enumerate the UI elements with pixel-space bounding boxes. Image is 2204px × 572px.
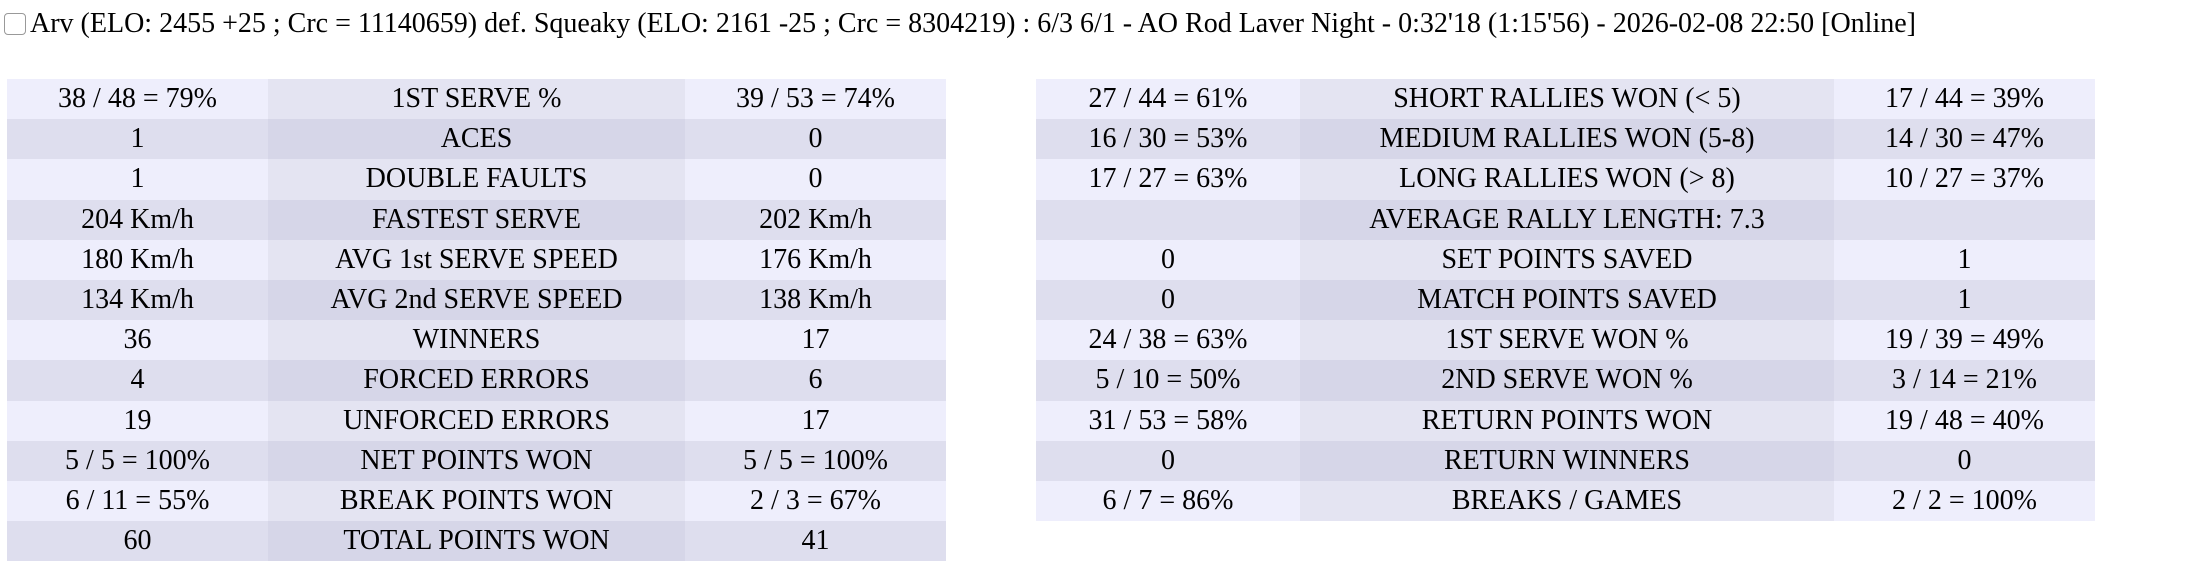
- stat-value: 41: [685, 521, 946, 562]
- stat-label: WINNERS: [268, 320, 685, 361]
- stat-label: FORCED ERRORS: [268, 360, 685, 401]
- stats-row: 36 WINNERS 17: [7, 320, 946, 361]
- stat-value: 2 / 2 = 100%: [1834, 480, 2095, 522]
- stat-value: 1: [1834, 279, 2095, 321]
- stat-value: 27 / 44 = 61%: [1036, 79, 1300, 120]
- stats-row: 6 / 7 = 86% BREAKS / GAMES 2 / 2 = 100%: [1036, 480, 2095, 522]
- stat-label: BREAK POINTS WON: [268, 480, 685, 522]
- stat-value: 17: [685, 320, 946, 361]
- stat-value: 5 / 5 = 100%: [685, 440, 946, 481]
- stats-row: 180 Km/h AVG 1st SERVE SPEED 176 Km/h: [7, 239, 946, 280]
- stat-value: 17 / 27 = 63%: [1036, 159, 1300, 200]
- stat-label: SET POINTS SAVED: [1300, 239, 1834, 280]
- stat-value: 204 Km/h: [7, 199, 268, 240]
- stat-value: 1: [7, 119, 268, 160]
- stat-label: 1ST SERVE WON %: [1300, 320, 1834, 361]
- match-header: Arv (ELO: 2455 +25 ; Crc = 11140659) def…: [4, 8, 1916, 40]
- stat-value: 19: [7, 400, 268, 441]
- stat-value: 31 / 53 = 58%: [1036, 400, 1300, 441]
- stats-row: 6 / 11 = 55% BREAK POINTS WON 2 / 3 = 67%: [7, 480, 946, 522]
- stat-label: LONG RALLIES WON (> 8): [1300, 159, 1834, 200]
- stats-row: 0 MATCH POINTS SAVED 1: [1036, 279, 2095, 321]
- stats-row: 134 Km/h AVG 2nd SERVE SPEED 138 Km/h: [7, 279, 946, 321]
- stat-label: MEDIUM RALLIES WON (5-8): [1300, 119, 1834, 160]
- stats-row: 31 / 53 = 58% RETURN POINTS WON 19 / 48 = …: [1036, 400, 2095, 441]
- stats-row: 16 / 30 = 53% MEDIUM RALLIES WON (5-8) 14 …: [1036, 119, 2095, 160]
- match-title: Arv (ELO: 2455 +25 ; Crc = 11140659) def…: [30, 8, 1916, 39]
- stat-value: 1: [7, 159, 268, 200]
- stat-label: BREAKS / GAMES: [1300, 480, 1834, 522]
- stat-value: 16 / 30 = 53%: [1036, 119, 1300, 160]
- stat-value: 60: [7, 521, 268, 562]
- stat-value: 5 / 5 = 100%: [7, 440, 268, 481]
- stats-table-left: 38 / 48 = 79% 1ST SERVE % 39 / 53 = 74% 1 AC…: [7, 79, 946, 562]
- stat-value: 14 / 30 = 47%: [1834, 119, 2095, 160]
- stats-row: 1 ACES 0: [7, 119, 946, 160]
- stat-label: AVERAGE RALLY LENGTH: 7.3: [1300, 199, 1834, 240]
- stat-value: 17: [685, 400, 946, 441]
- stat-value: 6: [685, 360, 946, 401]
- stat-value: 3 / 14 = 21%: [1834, 360, 2095, 401]
- checkbox[interactable]: [4, 13, 26, 35]
- stat-value: 5 / 10 = 50%: [1036, 360, 1300, 401]
- stat-value: 202 Km/h: [685, 199, 946, 240]
- stat-value: 24 / 38 = 63%: [1036, 320, 1300, 361]
- stat-value: 180 Km/h: [7, 239, 268, 280]
- stats-row: 1 DOUBLE FAULTS 0: [7, 159, 946, 200]
- stat-value: 19 / 48 = 40%: [1834, 400, 2095, 441]
- stat-value: [1834, 199, 2095, 240]
- stat-value: [1036, 199, 1300, 240]
- stat-label: DOUBLE FAULTS: [268, 159, 685, 200]
- stat-value: 36: [7, 320, 268, 361]
- stat-label: RETURN POINTS WON: [1300, 400, 1834, 441]
- stat-label: 1ST SERVE %: [268, 79, 685, 120]
- stat-label: TOTAL POINTS WON: [268, 521, 685, 562]
- stats-row: 60 TOTAL POINTS WON 41: [7, 521, 946, 562]
- stat-label: AVG 2nd SERVE SPEED: [268, 279, 685, 321]
- stat-value: 4: [7, 360, 268, 401]
- stats-row: 19 UNFORCED ERRORS 17: [7, 400, 946, 441]
- stat-value: 0: [685, 159, 946, 200]
- stat-value: 0: [1036, 440, 1300, 481]
- stat-value: 38 / 48 = 79%: [7, 79, 268, 120]
- stats-row: 24 / 38 = 63% 1ST SERVE WON % 19 / 39 = 49…: [1036, 320, 2095, 361]
- stat-value: 0: [1834, 440, 2095, 481]
- stats-row: 0 RETURN WINNERS 0: [1036, 440, 2095, 481]
- stats-row: 5 / 10 = 50% 2ND SERVE WON % 3 / 14 = 21%: [1036, 360, 2095, 401]
- stat-label: FASTEST SERVE: [268, 199, 685, 240]
- stat-value: 10 / 27 = 37%: [1834, 159, 2095, 200]
- stats-row: 4 FORCED ERRORS 6: [7, 360, 946, 401]
- stat-label: RETURN WINNERS: [1300, 440, 1834, 481]
- stat-value: 17 / 44 = 39%: [1834, 79, 2095, 120]
- stats-row: 204 Km/h FASTEST SERVE 202 Km/h: [7, 199, 946, 240]
- stat-value: 138 Km/h: [685, 279, 946, 321]
- stat-label: SHORT RALLIES WON (< 5): [1300, 79, 1834, 120]
- stat-label: AVG 1st SERVE SPEED: [268, 239, 685, 280]
- stat-value: 6 / 7 = 86%: [1036, 480, 1300, 522]
- stat-label: 2ND SERVE WON %: [1300, 360, 1834, 401]
- stat-label: NET POINTS WON: [268, 440, 685, 481]
- stat-value: 176 Km/h: [685, 239, 946, 280]
- stat-value: 19 / 39 = 49%: [1834, 320, 2095, 361]
- stats-table-right: 27 / 44 = 61% SHORT RALLIES WON (< 5) 17 /…: [1036, 79, 2095, 522]
- stats-row: 17 / 27 = 63% LONG RALLIES WON (> 8) 10 / …: [1036, 159, 2095, 200]
- stats-row: 27 / 44 = 61% SHORT RALLIES WON (< 5) 17 /…: [1036, 79, 2095, 120]
- stats-row: 5 / 5 = 100% NET POINTS WON 5 / 5 = 100%: [7, 440, 946, 481]
- stats-row: 38 / 48 = 79% 1ST SERVE % 39 / 53 = 74%: [7, 79, 946, 120]
- stat-label: UNFORCED ERRORS: [268, 400, 685, 441]
- stat-value: 134 Km/h: [7, 279, 268, 321]
- stat-value: 0: [1036, 239, 1300, 280]
- stat-label: MATCH POINTS SAVED: [1300, 279, 1834, 321]
- stat-value: 39 / 53 = 74%: [685, 79, 946, 120]
- stats-row: 0 SET POINTS SAVED 1: [1036, 239, 2095, 280]
- stat-value: 0: [685, 119, 946, 160]
- stat-value: 1: [1834, 239, 2095, 280]
- stats-row: AVERAGE RALLY LENGTH: 7.3: [1036, 199, 2095, 240]
- stat-value: 0: [1036, 279, 1300, 321]
- stat-label: ACES: [268, 119, 685, 160]
- stat-value: 2 / 3 = 67%: [685, 480, 946, 522]
- stat-value: 6 / 11 = 55%: [7, 480, 268, 522]
